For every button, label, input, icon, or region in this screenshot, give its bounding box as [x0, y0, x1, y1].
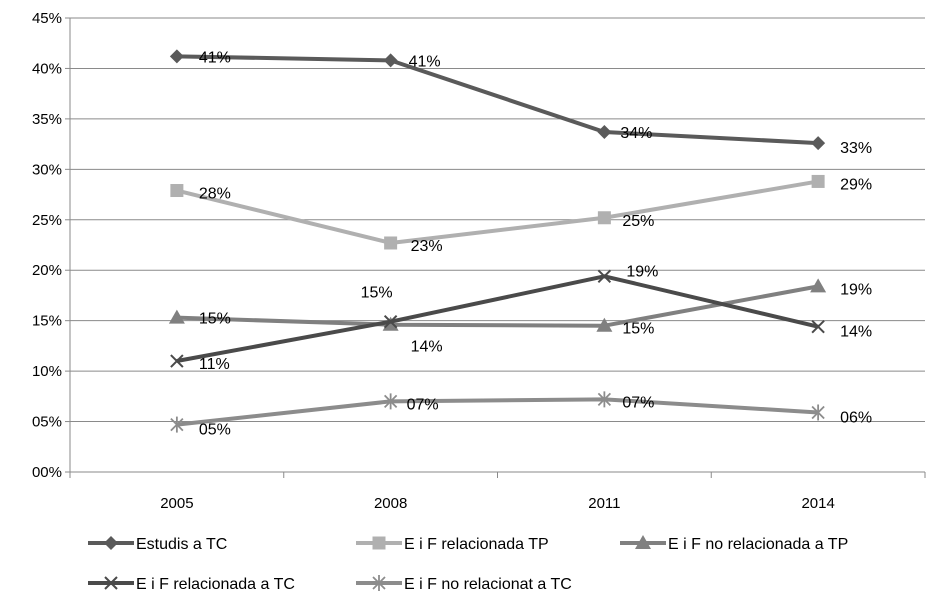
data-point	[812, 175, 825, 188]
data-label: 05%	[199, 422, 231, 439]
x-tick-label: 2011	[588, 495, 620, 512]
legend-label: Estudis a TC	[136, 536, 227, 553]
legend-item: Estudis a TC	[88, 536, 227, 553]
series-line	[177, 56, 818, 143]
data-label: 34%	[620, 125, 652, 142]
legend-marker	[373, 537, 386, 550]
data-point	[384, 53, 398, 67]
series-5	[171, 391, 824, 432]
legend: Estudis a TC E i F relacionada TP E i F no…	[88, 535, 848, 593]
y-tick-label: 25%	[32, 212, 62, 229]
data-label: 07%	[622, 394, 654, 411]
y-tick-label: 05%	[32, 414, 62, 431]
data-label: 41%	[409, 53, 441, 70]
data-label: 14%	[840, 324, 872, 341]
y-axis-tick-labels: 00% 05% 10% 15% 20% 25% 30% 35% 40% 45%	[32, 10, 62, 481]
legend-item: E i F relacionada TP	[356, 536, 549, 553]
legend-label: E i F no relacionada a TP	[668, 536, 848, 553]
series-4	[171, 270, 824, 367]
x-tick-label: 2008	[374, 495, 407, 512]
data-label: 41%	[199, 49, 231, 66]
legend-item: E i F no relacionat a TC	[356, 575, 572, 593]
data-label: 15%	[622, 321, 654, 338]
data-label: 15%	[361, 285, 393, 302]
legend-label: E i F no relacionat a TC	[404, 576, 572, 593]
data-label: 06%	[840, 409, 872, 426]
legend-item: E i F relacionada a TC	[88, 576, 295, 593]
data-label: 28%	[199, 186, 231, 203]
y-tick-label: 00%	[32, 464, 62, 481]
data-label: 25%	[622, 213, 654, 230]
series-2	[170, 175, 824, 250]
y-tick-label: 45%	[32, 10, 62, 27]
axes	[65, 18, 925, 478]
data-label: 07%	[407, 396, 439, 413]
legend-label: E i F relacionada TP	[404, 536, 549, 553]
series-1	[170, 49, 825, 150]
data-point	[170, 184, 183, 197]
series-line	[177, 181, 818, 243]
y-tick-label: 30%	[32, 161, 62, 178]
data-label: 15%	[199, 311, 231, 328]
x-tick-label: 2014	[801, 495, 834, 512]
legend-marker	[104, 536, 118, 550]
series-line	[177, 399, 818, 424]
data-label: 14%	[411, 339, 443, 356]
y-tick-label: 40%	[32, 60, 62, 77]
legend-item: E i F no relacionada a TP	[620, 535, 848, 553]
data-label: 23%	[411, 238, 443, 255]
x-tick-label: 2005	[160, 495, 193, 512]
data-point	[811, 136, 825, 150]
data-point	[598, 211, 611, 224]
data-point	[170, 49, 184, 63]
series-line	[177, 276, 818, 361]
data-label: 19%	[840, 281, 872, 298]
y-tick-label: 10%	[32, 363, 62, 380]
data-label: 11%	[199, 356, 230, 373]
y-tick-label: 15%	[32, 313, 62, 330]
data-label: 29%	[840, 176, 872, 193]
data-point	[597, 125, 611, 139]
series-group	[169, 49, 826, 432]
y-tick-label: 20%	[32, 262, 62, 279]
data-label: 33%	[840, 140, 872, 157]
y-tick-label: 35%	[32, 111, 62, 128]
legend-label: E i F relacionada a TC	[136, 576, 295, 593]
x-axis-tick-labels: 2005 2008 2011 2014	[160, 495, 835, 512]
data-point	[384, 236, 397, 249]
data-label: 19%	[626, 263, 658, 280]
